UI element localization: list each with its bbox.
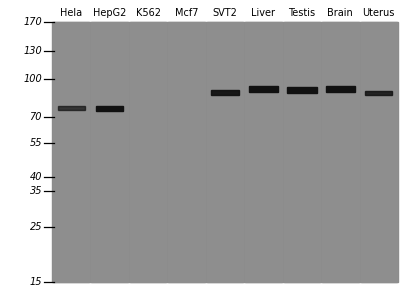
Text: 130: 130 xyxy=(23,46,42,56)
Bar xyxy=(326,86,355,92)
Bar xyxy=(52,22,398,282)
Text: SVT2: SVT2 xyxy=(212,8,238,18)
Text: Uterus: Uterus xyxy=(362,8,395,18)
Text: 170: 170 xyxy=(23,17,42,27)
Text: HepG2: HepG2 xyxy=(93,8,126,18)
Bar xyxy=(58,106,85,110)
Text: 15: 15 xyxy=(30,277,42,287)
Bar xyxy=(168,22,205,282)
Text: K562: K562 xyxy=(136,8,161,18)
Text: Brain: Brain xyxy=(328,8,353,18)
Text: 55: 55 xyxy=(30,138,42,148)
Text: Hela: Hela xyxy=(60,8,82,18)
Bar xyxy=(53,22,90,282)
Text: 40: 40 xyxy=(30,172,42,182)
Bar xyxy=(284,22,320,282)
Bar xyxy=(360,22,397,282)
Bar xyxy=(287,87,317,93)
Text: Liver: Liver xyxy=(252,8,276,18)
Bar xyxy=(249,86,278,92)
Bar xyxy=(207,22,243,282)
Bar xyxy=(92,22,128,282)
Bar xyxy=(96,106,123,111)
Text: Testis: Testis xyxy=(288,8,316,18)
Text: 25: 25 xyxy=(30,222,42,232)
Bar xyxy=(130,22,166,282)
Text: Mcf7: Mcf7 xyxy=(175,8,198,18)
Bar xyxy=(365,90,392,94)
Bar xyxy=(211,90,239,95)
Bar xyxy=(322,22,358,282)
Text: 100: 100 xyxy=(23,74,42,84)
Text: 70: 70 xyxy=(30,112,42,122)
Bar xyxy=(245,22,282,282)
Text: 35: 35 xyxy=(30,186,42,196)
